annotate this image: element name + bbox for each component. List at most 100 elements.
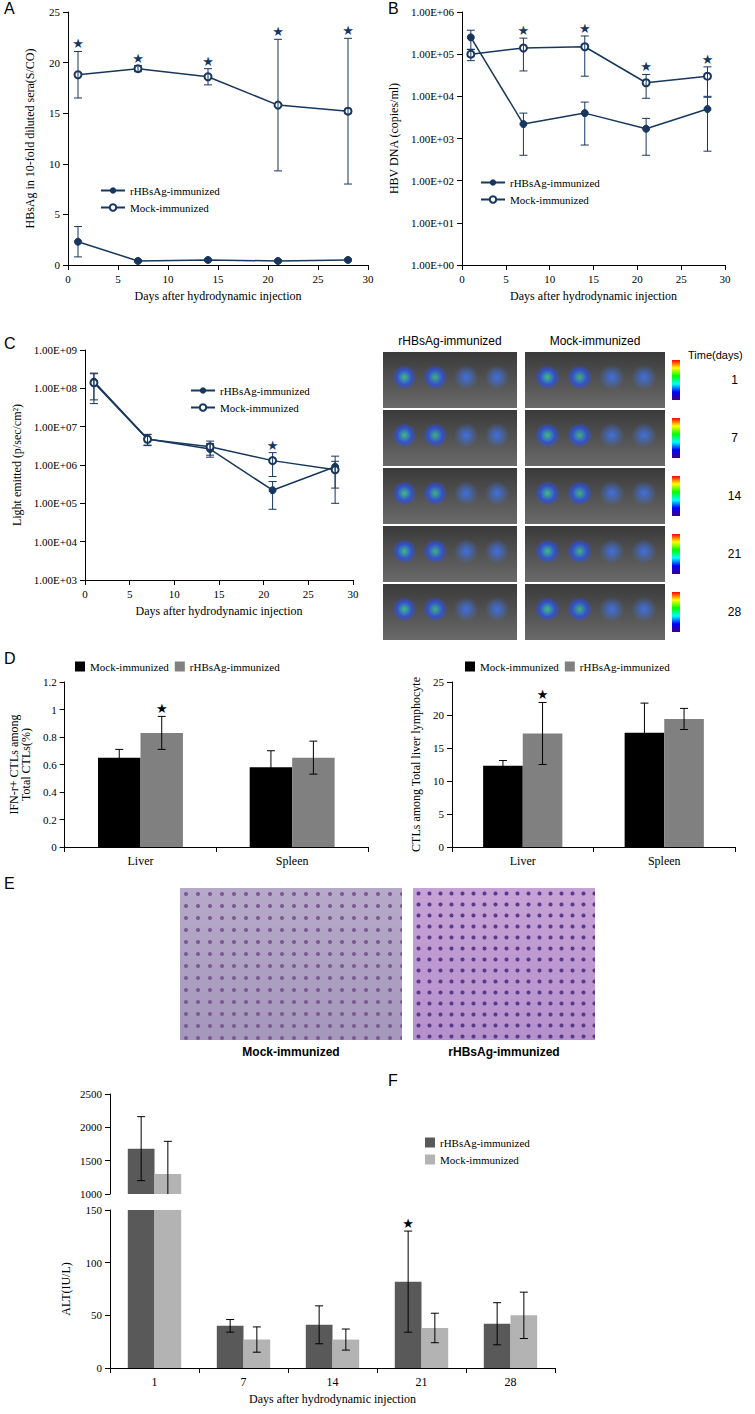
- svg-text:HBV DNA (copies/ml): HBV DNA (copies/ml): [387, 83, 401, 194]
- svg-text:★: ★: [579, 21, 591, 36]
- svg-text:★: ★: [518, 23, 530, 38]
- svg-text:1.00E+04: 1.00E+04: [411, 90, 455, 102]
- svg-text:1.00E+06: 1.00E+06: [34, 459, 78, 471]
- svg-text:25: 25: [676, 273, 688, 285]
- svg-text:Total CTLs(%): Total CTLs(%): [19, 728, 33, 801]
- svg-text:★: ★: [202, 54, 214, 69]
- svg-text:1.2: 1.2: [43, 676, 57, 688]
- svg-text:10: 10: [169, 588, 181, 600]
- svg-text:★: ★: [72, 36, 84, 51]
- svg-text:15: 15: [49, 107, 61, 119]
- svg-text:Days after hydrodynamic inject: Days after hydrodynamic injection: [135, 289, 302, 303]
- svg-text:20: 20: [49, 57, 61, 69]
- svg-text:1.00E+05: 1.00E+05: [34, 497, 78, 509]
- svg-text:rHBsAg-immunized: rHBsAg-immunized: [190, 661, 280, 673]
- svg-text:25: 25: [433, 676, 445, 688]
- svg-text:1.00E+06: 1.00E+06: [411, 6, 455, 18]
- svg-text:30: 30: [348, 588, 360, 600]
- svg-text:★: ★: [702, 52, 714, 67]
- svg-text:21: 21: [416, 1375, 428, 1389]
- svg-text:Days after hydrodynamic inject: Days after hydrodynamic injection: [249, 1392, 416, 1406]
- svg-text:1.00E+01: 1.00E+01: [411, 217, 454, 229]
- svg-text:Mock-immunized: Mock-immunized: [130, 202, 209, 214]
- svg-text:25: 25: [49, 6, 61, 18]
- svg-text:25: 25: [303, 588, 315, 600]
- svg-text:1.00E+03: 1.00E+03: [411, 133, 455, 145]
- svg-text:0: 0: [459, 273, 465, 285]
- svg-text:15: 15: [213, 273, 225, 285]
- svg-text:1.00E+03: 1.00E+03: [34, 574, 78, 586]
- svg-text:10: 10: [433, 775, 445, 787]
- svg-text:0: 0: [65, 273, 71, 285]
- svg-text:★: ★: [640, 59, 652, 74]
- svg-text:10: 10: [49, 158, 61, 170]
- svg-text:1.00E+04: 1.00E+04: [34, 536, 78, 548]
- svg-text:1000: 1000: [80, 1188, 103, 1200]
- svg-text:Liver: Liver: [510, 854, 536, 868]
- svg-text:2000: 2000: [80, 1121, 103, 1133]
- svg-text:15: 15: [433, 742, 445, 754]
- svg-text:5: 5: [439, 808, 445, 820]
- svg-text:Spleen: Spleen: [648, 854, 681, 868]
- svg-text:14: 14: [327, 1375, 339, 1389]
- svg-text:10: 10: [163, 273, 175, 285]
- svg-text:20: 20: [433, 709, 445, 721]
- svg-text:★: ★: [402, 1216, 414, 1231]
- svg-text:100: 100: [86, 1257, 103, 1269]
- svg-text:30: 30: [363, 273, 375, 285]
- svg-text:30: 30: [720, 273, 732, 285]
- svg-text:20: 20: [258, 588, 270, 600]
- svg-text:0: 0: [97, 1362, 103, 1374]
- svg-text:15: 15: [214, 588, 226, 600]
- svg-text:1.00E+09: 1.00E+09: [34, 344, 78, 356]
- svg-text:Mock-immunized: Mock-immunized: [480, 661, 559, 673]
- svg-text:28: 28: [505, 1375, 517, 1389]
- svg-text:0.4: 0.4: [43, 786, 57, 798]
- svg-text:10: 10: [544, 273, 556, 285]
- svg-text:Spleen: Spleen: [276, 854, 309, 868]
- svg-text:rHBsAg-immunized: rHBsAg-immunized: [220, 385, 310, 397]
- svg-text:1.00E+05: 1.00E+05: [411, 48, 455, 60]
- svg-text:1500: 1500: [80, 1155, 103, 1167]
- svg-text:★: ★: [132, 51, 144, 66]
- svg-text:★: ★: [537, 687, 549, 702]
- svg-text:rHBsAg-immunized: rHBsAg-immunized: [580, 661, 670, 673]
- svg-text:★: ★: [272, 24, 284, 39]
- svg-text:5: 5: [127, 588, 133, 600]
- svg-text:Mock-immunized: Mock-immunized: [440, 1154, 519, 1166]
- svg-text:★: ★: [267, 438, 279, 453]
- svg-text:0.2: 0.2: [43, 814, 57, 826]
- svg-text:rHBsAg-immunized: rHBsAg-immunized: [130, 185, 220, 197]
- svg-text:0.6: 0.6: [43, 759, 57, 771]
- svg-text:Liver: Liver: [127, 854, 153, 868]
- svg-text:0: 0: [439, 841, 445, 853]
- svg-text:5: 5: [503, 273, 509, 285]
- svg-text:1.00E+08: 1.00E+08: [34, 382, 78, 394]
- svg-text:★: ★: [156, 701, 168, 716]
- svg-text:50: 50: [91, 1309, 103, 1321]
- svg-text:★: ★: [342, 23, 354, 38]
- svg-text:5: 5: [115, 273, 121, 285]
- svg-text:CTLs among Total liver lymphoc: CTLs among Total liver lymphocyte: [409, 677, 423, 852]
- svg-text:0: 0: [82, 588, 88, 600]
- svg-text:Mock-immunized: Mock-immunized: [220, 402, 299, 414]
- svg-text:7: 7: [241, 1375, 247, 1389]
- svg-text:0: 0: [51, 841, 57, 853]
- svg-text:Mock-immunized: Mock-immunized: [510, 194, 589, 206]
- svg-text:5: 5: [55, 208, 61, 220]
- svg-text:1: 1: [152, 1375, 158, 1389]
- svg-text:0.8: 0.8: [43, 731, 57, 743]
- svg-text:Mock-immunized: Mock-immunized: [90, 661, 169, 673]
- svg-text:rHBsAg-immunized: rHBsAg-immunized: [440, 1137, 530, 1149]
- svg-text:1.00E+07: 1.00E+07: [34, 421, 78, 433]
- svg-text:Days after hydrodynamic inject: Days after hydrodynamic injection: [510, 289, 677, 303]
- svg-text:2500: 2500: [80, 1088, 103, 1100]
- svg-text:1.00E+02: 1.00E+02: [411, 175, 454, 187]
- svg-text:20: 20: [263, 273, 275, 285]
- svg-text:HBsAg in 10-fold diluted sera(: HBsAg in 10-fold diluted sera(S/CO): [23, 49, 37, 229]
- svg-text:Light emitted (p/sec/cm²): Light emitted (p/sec/cm²): [10, 404, 24, 526]
- svg-text:0: 0: [55, 259, 61, 271]
- svg-text:1.00E+00: 1.00E+00: [411, 259, 455, 271]
- svg-text:25: 25: [313, 273, 325, 285]
- svg-text:15: 15: [588, 273, 600, 285]
